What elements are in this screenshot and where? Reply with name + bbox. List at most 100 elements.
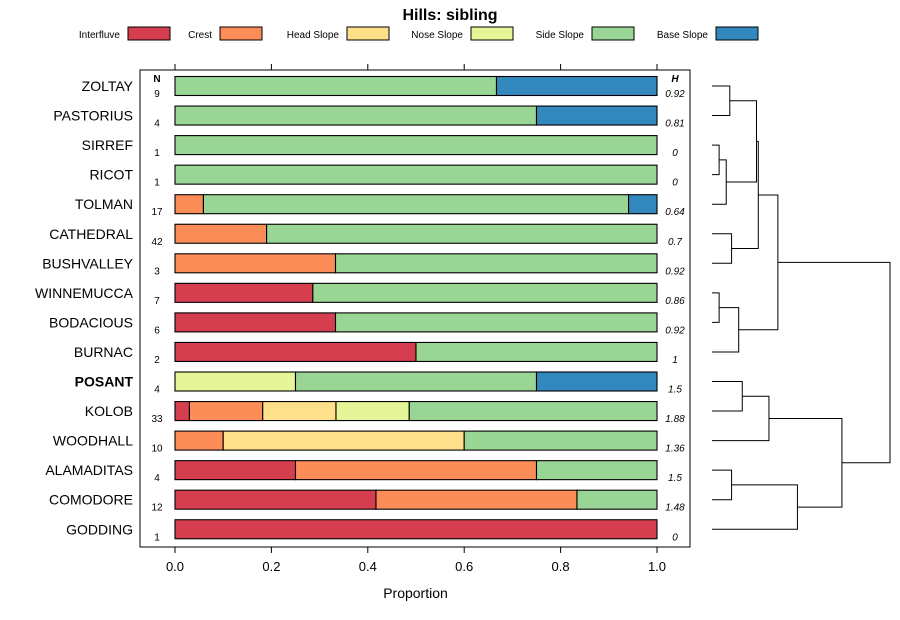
- dendrogram-link: [712, 144, 720, 176]
- legend: Interfluve Crest Head Slope Nose Slope Side …: [79, 26, 759, 41]
- n-value: 6: [154, 325, 160, 336]
- legend-label-head-slope: Head Slope: [287, 30, 340, 41]
- n-value: 9: [154, 89, 160, 100]
- frame-ticks: [174, 64, 658, 70]
- row-label: ZOLTAY: [82, 78, 134, 94]
- x-axis: 0.0 0.2 0.4 0.6 0.8 1.0: [166, 547, 666, 574]
- dendrogram: [712, 85, 891, 530]
- bar-segment-base-slope: [535, 105, 658, 126]
- n-value: 33: [151, 414, 163, 425]
- dendrogram-link: [768, 417, 843, 508]
- h-value: 0: [672, 178, 678, 189]
- row-label: BUSHVALLEY: [42, 255, 133, 271]
- legend-swatch-nose-slope: [470, 26, 514, 41]
- bar-segment-interfluve: [174, 489, 377, 510]
- bar-segment-interfluve: [174, 341, 417, 363]
- bar-segment-side-slope: [535, 460, 658, 481]
- bar-segment-head-slope: [222, 430, 465, 451]
- n-value: 10: [151, 444, 163, 455]
- row-label: PASTORIUS: [53, 108, 133, 124]
- bar-segment-head-slope: [262, 400, 337, 422]
- bar-row: BURNAC 2 1: [74, 341, 678, 366]
- dendrogram-link: [712, 85, 731, 117]
- bar-segment-side-slope: [463, 430, 658, 451]
- bar-segment-crest: [174, 430, 224, 451]
- n-value: 1: [154, 532, 160, 543]
- n-value: 1: [154, 178, 160, 189]
- h-value: 0: [672, 148, 678, 159]
- n-value: 4: [154, 385, 160, 396]
- n-value: 42: [151, 237, 163, 248]
- bar-segment-base-slope: [628, 194, 658, 215]
- bar-segment-side-slope: [334, 253, 658, 274]
- bar-segment-interfluve: [174, 400, 191, 422]
- bar-segment-side-slope: [174, 75, 498, 97]
- row-label: CATHEDRAL: [49, 226, 133, 242]
- x-tick-label: 0.6: [455, 559, 473, 574]
- n-value: 4: [154, 119, 160, 130]
- bar-segment-side-slope: [202, 194, 630, 215]
- x-tick-label: 1.0: [648, 559, 666, 574]
- bar-segment-crest: [375, 489, 578, 510]
- x-tick-label: 0.0: [166, 559, 184, 574]
- dendrogram-link: [712, 469, 733, 501]
- bar-segment-interfluve: [174, 282, 314, 303]
- bar-row: COMODORE 12 1.48: [49, 489, 685, 514]
- row-label: COMODORE: [49, 492, 133, 508]
- legend-swatch-side-slope: [591, 26, 635, 41]
- h-value: 0.92: [665, 266, 685, 277]
- h-value: 1.5: [668, 473, 682, 484]
- bar-row: CATHEDRAL 42 0.7: [49, 223, 682, 248]
- row-label: WOODHALL: [53, 433, 133, 449]
- bar-segment-crest: [188, 400, 264, 422]
- bar-segment-side-slope: [312, 282, 658, 303]
- legend-label-side-slope: Side Slope: [536, 30, 585, 41]
- bar-segment-side-slope: [415, 341, 658, 363]
- legend-swatch-interfluve: [127, 26, 171, 41]
- bar-row: WINNEMUCCA 7 0.86: [35, 282, 685, 307]
- x-tick-label: 0.2: [262, 559, 280, 574]
- bar-row: POSANT 4 1.5: [75, 371, 682, 396]
- h-value: 1.5: [668, 385, 682, 396]
- legend-label-crest: Crest: [188, 30, 212, 41]
- bar-row: TOLMAN 17 0.64: [75, 194, 685, 218]
- row-label: GODDING: [66, 521, 133, 537]
- h-value: 1.36: [665, 444, 685, 455]
- plot-frame: [139, 69, 691, 548]
- bar-segment-interfluve: [174, 312, 337, 333]
- h-value: 1.88: [665, 414, 685, 425]
- bar-row: PASTORIUS 4 0.81: [53, 105, 685, 130]
- dendrogram-link: [731, 140, 759, 250]
- bar-segment-crest: [294, 460, 538, 481]
- h-value: 1: [672, 355, 678, 366]
- bar-segment-base-slope: [535, 371, 658, 392]
- dendrogram-link: [712, 381, 743, 412]
- bar-segment-crest: [174, 223, 268, 244]
- h-value: 0.86: [665, 296, 685, 307]
- n-value: 17: [151, 207, 163, 218]
- chart-title: Hills: sibling: [402, 7, 497, 24]
- n-column-header: N: [153, 74, 160, 85]
- h-value: 1.48: [665, 503, 685, 514]
- bar-row: KOLOB 33 1.88: [85, 400, 685, 425]
- h-value: 0.92: [665, 325, 685, 336]
- dendrogram-link: [777, 261, 891, 464]
- dendrogram-link: [726, 100, 757, 183]
- dendrogram-link: [712, 292, 720, 323]
- row-label: WINNEMUCCA: [35, 285, 134, 301]
- bar-segment-nose-slope: [335, 400, 410, 422]
- bar-segment-side-slope: [408, 400, 658, 422]
- row-label: ALAMADITAS: [45, 462, 133, 478]
- dendrogram-link: [712, 484, 798, 530]
- row-label: KOLOB: [85, 403, 133, 419]
- row-label: RICOT: [89, 167, 133, 183]
- bar-row: ALAMADITAS 4 1.5: [45, 460, 682, 484]
- n-value: 1: [154, 148, 160, 159]
- bar-segment-side-slope: [174, 105, 538, 126]
- n-value: 12: [151, 503, 163, 514]
- h-value: 0.81: [665, 119, 684, 130]
- n-value: 2: [154, 355, 160, 366]
- legend-swatch-head-slope: [346, 26, 390, 41]
